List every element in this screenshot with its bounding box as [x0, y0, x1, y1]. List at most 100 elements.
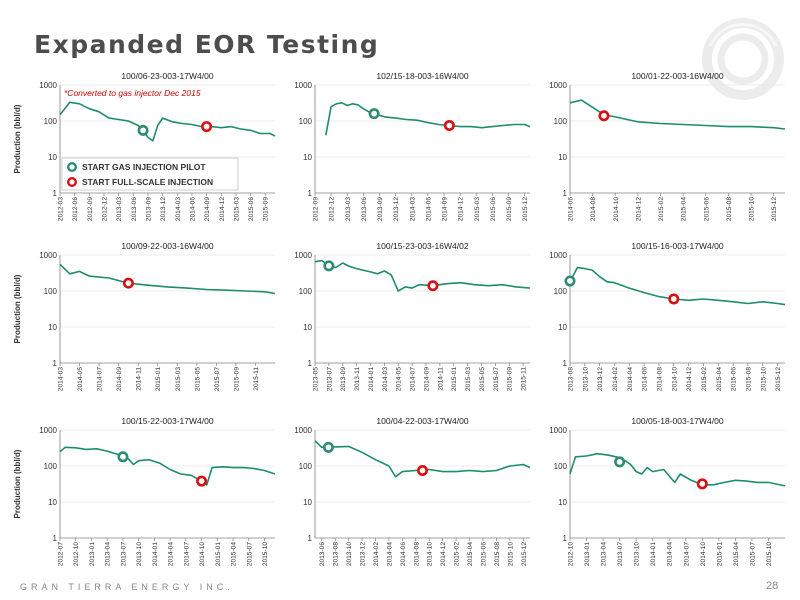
chart-title: 100/05-18-003-17W4/00: [631, 416, 723, 426]
production-chart: 100/15-16-003-17W4/00 1 10 100 1000 2013-08 20…: [549, 241, 786, 392]
x-tick-label: 2015-10: [262, 542, 269, 567]
x-tick-label: 2014-06: [425, 197, 432, 222]
x-tick-label: 2012-10: [568, 542, 575, 567]
x-tick-label: 2015-04: [467, 542, 474, 567]
x-tick-label: 2014-04: [168, 542, 175, 567]
full-scale-injection-marker: [201, 121, 213, 133]
x-tick-label: 2015-12: [771, 197, 778, 222]
x-tick-label: 2012-12: [329, 197, 336, 222]
production-series-line: [314, 440, 531, 478]
x-tick-label: 2015-05: [479, 367, 486, 392]
y-tick-label: 100: [554, 117, 568, 126]
y-tick-label: 1000: [39, 426, 57, 435]
x-tick-label: 2015-10: [507, 542, 514, 567]
x-tick-label: 2015-06: [731, 367, 738, 392]
x-tick-label: 2014-10: [700, 542, 707, 567]
x-tick-label: 2014-12: [219, 197, 226, 222]
x-tick-label: 2015-09: [233, 367, 240, 392]
legend-fullscale-label: START FULL-SCALE INJECTION: [82, 177, 213, 187]
x-tick-label: 2014-09: [116, 367, 123, 392]
y-tick-label: 100: [299, 462, 313, 471]
x-tick-label: 2013-12: [597, 367, 604, 392]
x-tick-label: 2012-10: [73, 542, 80, 567]
x-tick-label: 2015-07: [214, 367, 221, 392]
x-tick-label: 2014-11: [437, 367, 444, 391]
y-tick-label: 100: [44, 117, 58, 126]
x-tick-label: 2014-09: [423, 367, 430, 392]
x-tick-label: 2013-01: [584, 542, 591, 567]
x-tick-label: 2015-10: [749, 197, 756, 222]
x-tick-label: 2014-10: [613, 197, 620, 222]
x-tick-label: 2013-12: [360, 542, 367, 567]
x-tick-label: 2015-08: [494, 542, 501, 567]
x-tick-label: 2015-04: [681, 197, 688, 222]
production-chart: 100/15-22-003-17W4/00 1 10 100 1000 2012-07 20…: [13, 416, 276, 567]
x-tick-label: 2013-09: [340, 367, 347, 392]
production-chart: 100/05-18-003-17W4/00 1 10 100 1000 2012-10 20…: [549, 416, 786, 567]
y-tick-label: 1000: [294, 251, 312, 260]
gas-injection-pilot-marker: [137, 124, 149, 136]
y-tick-label: 10: [558, 153, 567, 162]
x-tick-label: 2013-07: [326, 367, 333, 392]
x-tick-label: 2014-04: [667, 542, 674, 567]
x-tick-label: 2015-12: [521, 542, 528, 567]
production-series-line: [569, 266, 786, 306]
x-tick-label: 2013-08: [333, 542, 340, 567]
x-tick-label: 2013-01: [89, 542, 96, 567]
x-tick-label: 2013-03: [345, 197, 352, 222]
y-axis-label: Production (bbl/d): [13, 449, 22, 518]
x-tick-label: 2013-06: [361, 197, 368, 222]
x-tick-label: 2014-06: [400, 542, 407, 567]
conversion-note: *Converted to gas injector Dec 2015: [64, 88, 201, 98]
x-tick-label: 2012-09: [87, 197, 94, 222]
x-tick-label: 2014-10: [671, 367, 678, 392]
x-tick-label: 2012-09: [313, 197, 320, 222]
x-tick-label: 2013-04: [105, 542, 112, 567]
page-number: 28: [766, 580, 779, 592]
x-tick-label: 2014-08: [590, 197, 597, 222]
chart-title: 100/15-16-003-17W4/00: [631, 241, 723, 251]
production-chart: 100/09-22-003-16W4/00 1 10 100 1000 2014-03 20…: [13, 241, 276, 392]
x-tick-label: 2014-07: [183, 542, 190, 567]
x-tick-label: 2015-04: [733, 542, 740, 567]
full-scale-injection-marker: [427, 280, 439, 292]
y-tick-label: 1000: [549, 81, 567, 90]
x-tick-label: 2014-03: [409, 197, 416, 222]
x-tick-label: 2015-04: [231, 542, 238, 567]
legend-fullscale-marker: [67, 176, 78, 187]
legend-gas-marker: [67, 161, 78, 172]
x-tick-label: 2015-06: [703, 197, 710, 222]
x-tick-label: 2015-01: [215, 542, 222, 567]
x-tick-label: 2013-06: [131, 197, 138, 222]
x-tick-label: 2015-03: [465, 367, 472, 392]
x-tick-label: 2012-07: [58, 542, 65, 567]
y-tick-label: 1000: [549, 426, 567, 435]
y-tick-label: 100: [554, 287, 568, 296]
y-axis-label: Production (bbl/d): [13, 274, 22, 343]
x-tick-label: 2013-07: [120, 542, 127, 567]
x-tick-label: 2015-04: [716, 367, 723, 392]
x-tick-label: 2015-11: [521, 367, 528, 391]
x-tick-label: 2015-03: [233, 197, 240, 222]
production-series-line: [59, 263, 276, 295]
y-tick-label: 10: [303, 498, 312, 507]
y-tick-label: 1000: [39, 81, 57, 90]
x-tick-label: 2015-07: [493, 367, 500, 392]
x-tick-label: 2013-10: [136, 542, 143, 567]
y-tick-label: 1000: [549, 251, 567, 260]
x-tick-label: 2015-02: [658, 197, 665, 222]
y-tick-label: 10: [48, 323, 57, 332]
y-tick-label: 100: [299, 117, 313, 126]
legend-gas-label: START GAS INJECTION PILOT: [82, 162, 206, 172]
x-tick-label: 2013-12: [160, 197, 167, 222]
x-tick-label: 2015-03: [474, 197, 481, 222]
footer-company-name: GRAN TIERRA ENERGY INC.: [20, 582, 234, 592]
x-tick-label: 2013-09: [145, 197, 152, 222]
production-chart: 100/01-22-003-16W4/00 1 10 100 1000 2014-06 20…: [549, 71, 786, 222]
x-tick-label: 2013-05: [313, 367, 320, 392]
y-tick-label: 10: [558, 323, 567, 332]
x-tick-label: 2014-04: [627, 367, 634, 392]
y-tick-label: 10: [303, 153, 312, 162]
chart-legend: START GAS INJECTION PILOT START FULL-SCAL…: [61, 157, 239, 191]
x-tick-label: 2014-11: [136, 367, 143, 391]
